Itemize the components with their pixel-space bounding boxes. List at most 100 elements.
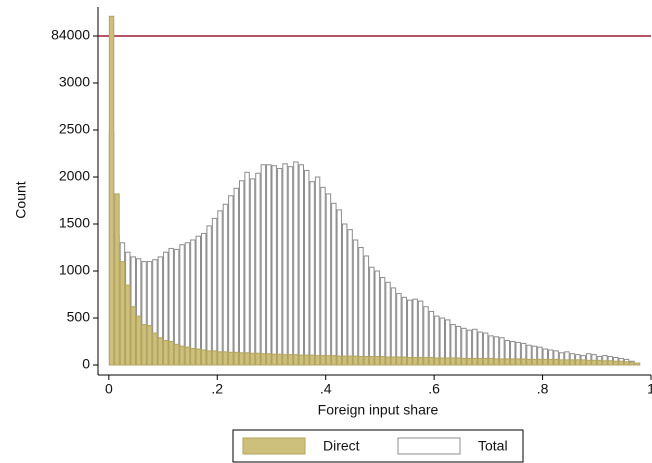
bar xyxy=(282,163,288,366)
bar xyxy=(618,360,624,366)
bar xyxy=(298,164,305,366)
bar xyxy=(320,355,326,366)
y-tick-label: 1500 xyxy=(59,215,90,231)
bar xyxy=(591,359,597,366)
y-tick-label: 3000 xyxy=(59,74,90,90)
bar xyxy=(130,306,136,366)
bar xyxy=(358,356,364,366)
bar xyxy=(423,356,429,366)
bar xyxy=(417,300,424,366)
legend-label: Total xyxy=(478,438,508,454)
bar xyxy=(623,361,630,366)
bar xyxy=(314,355,321,366)
bar xyxy=(472,357,478,366)
bar xyxy=(211,217,218,366)
bar xyxy=(233,351,239,366)
bar xyxy=(613,360,619,366)
x-tick-label: .6 xyxy=(428,381,440,397)
bar xyxy=(379,277,386,366)
bar xyxy=(341,355,348,366)
bar xyxy=(135,315,142,366)
bar xyxy=(211,350,218,366)
bar xyxy=(412,298,418,366)
y-tick-label: 2000 xyxy=(59,168,90,184)
bar xyxy=(564,359,570,366)
bar xyxy=(585,359,592,366)
bar xyxy=(195,348,202,366)
bar xyxy=(222,351,229,366)
bar xyxy=(629,361,635,366)
bar xyxy=(125,284,131,366)
bar xyxy=(428,356,435,366)
bar xyxy=(233,187,239,366)
bar xyxy=(352,239,359,366)
bar xyxy=(255,172,261,366)
bar xyxy=(293,354,299,366)
bar xyxy=(108,15,115,366)
bar xyxy=(542,358,548,366)
bar xyxy=(201,232,207,366)
y-tick-label: 1000 xyxy=(59,262,90,278)
bar xyxy=(369,356,375,366)
bar xyxy=(363,356,370,366)
bar xyxy=(407,356,413,366)
bar xyxy=(520,358,527,366)
bar xyxy=(515,358,521,366)
bar xyxy=(401,356,408,366)
bar xyxy=(238,352,245,366)
x-tick-label: 0 xyxy=(105,381,113,397)
bar xyxy=(347,355,353,366)
bar xyxy=(488,357,494,366)
bar xyxy=(266,164,272,366)
bar xyxy=(385,281,391,366)
bar xyxy=(325,193,332,366)
bar xyxy=(260,353,267,366)
legend-swatch xyxy=(397,437,461,455)
x-tick-label: 1 xyxy=(647,381,652,397)
bar xyxy=(444,357,451,366)
bar xyxy=(477,357,483,366)
bar xyxy=(173,343,180,366)
bar xyxy=(206,225,212,366)
bar xyxy=(434,357,440,366)
bar xyxy=(428,310,435,366)
bar xyxy=(493,358,500,366)
bar xyxy=(374,356,380,366)
bar xyxy=(569,359,576,366)
bar xyxy=(244,171,250,366)
bar xyxy=(119,261,126,366)
bar xyxy=(336,355,342,366)
bar xyxy=(309,181,315,366)
bar xyxy=(379,356,386,366)
y-tick-label: 500 xyxy=(67,309,91,325)
bar xyxy=(282,354,288,366)
bar xyxy=(320,186,326,366)
bar xyxy=(271,353,277,366)
bar xyxy=(466,357,473,366)
bar xyxy=(580,359,586,366)
bar xyxy=(114,193,120,366)
bar xyxy=(201,349,207,366)
bar xyxy=(553,358,559,366)
bar xyxy=(352,355,359,366)
bar xyxy=(190,239,196,366)
bar xyxy=(455,357,462,366)
bar xyxy=(547,358,554,366)
bar xyxy=(412,356,418,366)
x-tick-label: .8 xyxy=(537,381,549,397)
bar xyxy=(266,353,272,366)
bar xyxy=(195,235,202,366)
bar xyxy=(369,266,375,366)
bar xyxy=(450,357,456,366)
bar xyxy=(217,351,223,366)
bar xyxy=(244,352,250,366)
bar xyxy=(401,296,408,366)
bar xyxy=(228,195,234,366)
bar xyxy=(255,352,261,366)
bar xyxy=(341,223,348,366)
bar xyxy=(190,348,196,366)
bar xyxy=(531,358,538,366)
bar xyxy=(157,337,164,366)
bar xyxy=(314,176,321,366)
